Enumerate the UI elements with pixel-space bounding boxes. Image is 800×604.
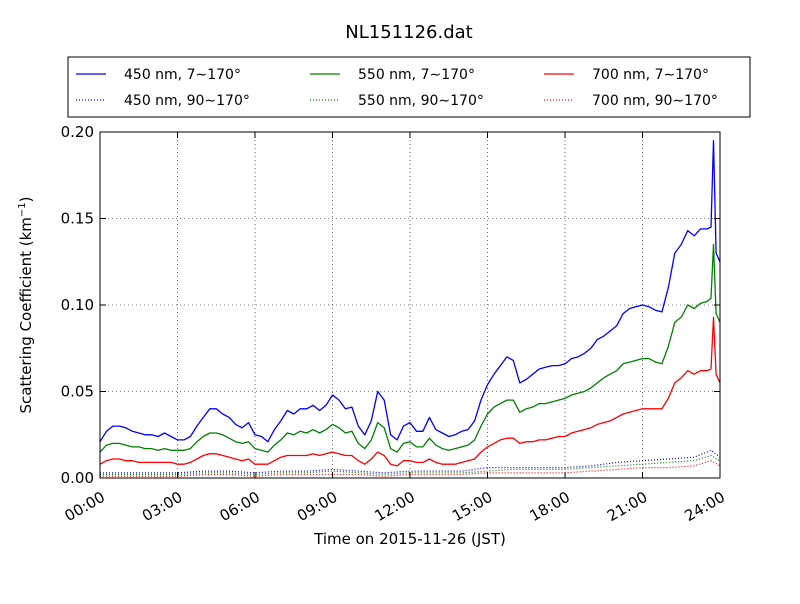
y-tick-label: 0.15	[61, 210, 94, 228]
series-line-4	[99, 316, 721, 467]
y-tick-label: 0.00	[61, 469, 94, 487]
y-tick-label: 0.05	[61, 383, 94, 401]
legend: 450 nm, 7∼170° 550 nm, 7∼170° 700 nm, 7∼17…	[67, 56, 751, 118]
y-tick-label: 0.20	[61, 123, 94, 141]
legend-label: 550 nm, 90∼170°	[358, 93, 484, 109]
legend-label: 550 nm, 7∼170°	[358, 67, 475, 83]
grid-lines	[100, 132, 720, 478]
y-tick-labels: 0.00 0.05 0.10 0.15 0.20	[61, 123, 94, 487]
x-tick-label: 06:00	[217, 488, 263, 525]
x-axis-label: Time on 2015-11-26 (JST)	[313, 530, 506, 548]
y-axis-label-superscript: −1	[17, 202, 28, 217]
x-tick-label: 12:00	[372, 488, 418, 525]
y-tick-label: 0.10	[61, 296, 94, 314]
x-tick-label: 00:00	[62, 488, 108, 525]
series-line-2	[99, 243, 721, 453]
legend-label: 700 nm, 7∼170°	[592, 67, 709, 83]
x-tick-label: 03:00	[139, 488, 185, 525]
legend-label: 450 nm, 7∼170°	[124, 67, 241, 83]
x-tick-labels: 00:00 03:00 06:00 09:00 12:00 15:00 18:00 21:00…	[62, 488, 728, 525]
x-tick-label: 24:00	[682, 488, 728, 525]
y-axis-label: Scattering Coefficient (km−1)	[17, 196, 35, 413]
axis-ticks	[99, 131, 721, 479]
series-line-0	[99, 140, 721, 443]
chart-title: NL151126.dat	[345, 22, 472, 43]
series-layer	[99, 140, 721, 477]
y-axis-label-end: )	[17, 196, 35, 202]
legend-label: 450 nm, 90∼170°	[124, 93, 250, 109]
legend-label: 700 nm, 90∼170°	[592, 93, 718, 109]
y-axis-label-main: Scattering Coefficient (km	[17, 217, 35, 413]
x-tick-label: 21:00	[604, 488, 650, 525]
x-tick-label: 09:00	[294, 488, 340, 525]
legend-frame	[67, 56, 751, 118]
x-tick-label: 15:00	[449, 488, 495, 525]
x-tick-label: 18:00	[527, 488, 573, 525]
